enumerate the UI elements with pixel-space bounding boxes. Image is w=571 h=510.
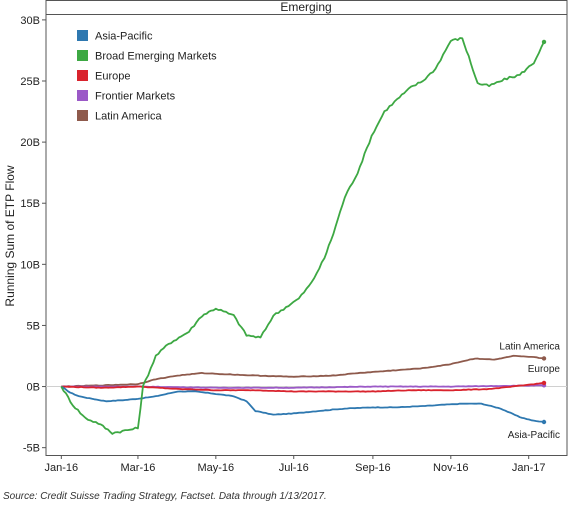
plot-frame (45, 0, 568, 456)
y-tick-label: -5B (23, 443, 40, 455)
y-tick-label: 15B (20, 198, 40, 210)
legend-swatch (77, 110, 88, 121)
series-end-marker (541, 380, 547, 386)
y-tick-label: 10B (20, 259, 40, 271)
series-end-marker (541, 419, 547, 425)
legend-swatch (77, 90, 88, 101)
legend-label: Latin America (95, 111, 163, 123)
series-end-labels: Latin America Europe Asia-Pacific (499, 341, 560, 441)
x-tick-label: Nov-16 (433, 462, 468, 474)
legend-label: Broad Emerging Markets (95, 51, 217, 63)
legend-swatch (77, 30, 88, 41)
x-tick-label: Jan-17 (512, 462, 546, 474)
y-tick-label: 20B (20, 137, 40, 149)
y-tick-label: 5B (27, 320, 40, 332)
x-tick-label: Mar-16 (121, 462, 156, 474)
series-end-label: Europe (528, 364, 561, 375)
y-tick-label: 0B (27, 382, 40, 394)
chart-title: Emerging (280, 0, 331, 14)
y-axis-label: Running Sum of ETP Flow (3, 165, 17, 307)
y-tick-label: 30B (20, 15, 40, 27)
series-group (60, 37, 547, 435)
y-axis: 30B 25B 20B 15B 10B 5B 0B -5B (20, 15, 46, 455)
legend-label: Asia-Pacific (95, 31, 153, 43)
series-end-marker (541, 39, 547, 45)
x-tick-label: May-16 (197, 462, 234, 474)
series-end-label: Latin America (499, 341, 560, 352)
legend-swatch (77, 50, 88, 61)
x-tick-label: Sep-16 (355, 462, 390, 474)
series-line-broad-emerging-markets (60, 37, 545, 435)
x-axis: Jan-16 Mar-16 May-16 Jul-16 Sep-16 Nov-16 Jan-… (45, 455, 546, 474)
legend-swatch (77, 70, 88, 81)
legend: Asia-Pacific Broad Emerging Markets Europe… (77, 30, 217, 123)
x-tick-label: Jul-16 (279, 462, 309, 474)
x-tick-label: Jan-16 (45, 462, 79, 474)
series-line-asia-pacific (60, 385, 545, 423)
legend-label: Europe (95, 71, 130, 83)
series-end-marker (541, 356, 547, 361)
series-line-europe (61, 382, 545, 393)
legend-label: Frontier Markets (95, 91, 176, 103)
series-end-label: Asia-Pacific (508, 430, 560, 441)
etp-flow-chart: Emerging 30B 25B 20B 15B 10B 5B 0B -5B Jan-16 Ma… (3, 0, 568, 474)
y-tick-label: 25B (20, 76, 40, 88)
series-line-latin-america (61, 354, 545, 388)
source-note: Source: Credit Suisse Trading Strategy, … (3, 491, 327, 502)
